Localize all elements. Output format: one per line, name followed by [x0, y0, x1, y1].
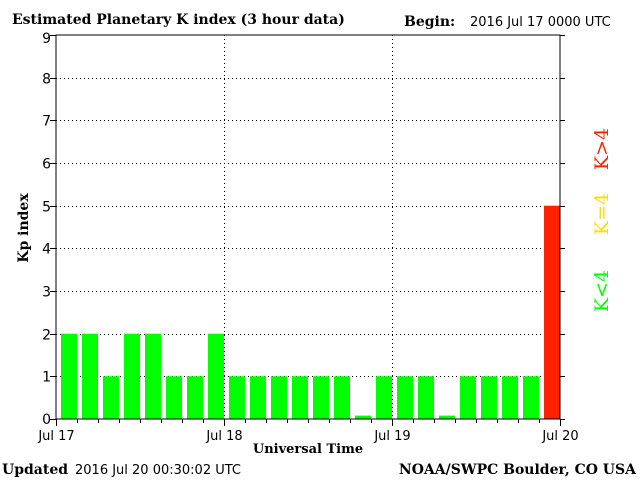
kp-bar	[82, 333, 98, 419]
kp-bar	[229, 376, 245, 419]
kp-bar	[460, 376, 476, 419]
legend-k-equal-4: K=4	[591, 193, 613, 235]
y-tick-label: 0	[42, 412, 51, 428]
kp-bar	[166, 376, 182, 419]
kp-bar	[124, 333, 140, 419]
updated-value: 2016 Jul 20 00:30:02 UTC	[75, 463, 241, 478]
x-tick-label: Jul 19	[373, 429, 410, 444]
kp-bar	[481, 376, 497, 419]
kp-bar	[145, 333, 161, 419]
kp-bar	[313, 376, 329, 419]
y-tick-label: 1	[42, 370, 51, 386]
kp-bar	[355, 415, 371, 419]
kp-bar	[208, 333, 224, 419]
x-tick-label: Jul 20	[541, 429, 578, 444]
updated-label: Updated	[2, 462, 68, 478]
y-tick-label: 6	[42, 157, 51, 173]
bar-series	[61, 205, 560, 419]
y-tick-label: 2	[42, 328, 51, 344]
kp-bar	[376, 376, 392, 419]
kp-bar	[502, 376, 518, 419]
kp-bar	[103, 376, 119, 419]
x-axis-title: Universal Time	[253, 442, 363, 457]
x-tick-label: Jul 17	[37, 429, 74, 444]
y-tick-label: 4	[42, 242, 51, 258]
y-tick-label: 9	[42, 31, 51, 47]
kp-bar	[523, 376, 539, 419]
begin-value: 2016 Jul 17 0000 UTC	[470, 15, 611, 30]
x-tick-label: Jul 18	[205, 429, 242, 444]
y-axis-title: Kp index	[16, 193, 32, 263]
begin-label: Begin:	[404, 14, 455, 30]
source-credit: NOAA/SWPC Boulder, CO USA	[399, 462, 637, 478]
kp-bar	[187, 376, 203, 419]
y-tick-label: 5	[42, 200, 51, 216]
x-axis: Jul 17 Jul 18 Jul 19 Jul 20	[37, 419, 579, 444]
y-axis: 0 1 2 3 4 5 6 7 8 9	[42, 31, 565, 428]
kp-bar	[439, 415, 455, 419]
kp-bar	[250, 376, 266, 419]
y-tick-label: 8	[42, 72, 51, 88]
chart-title: Estimated Planetary K index (3 hour data…	[12, 12, 345, 28]
kp-bar	[334, 376, 350, 419]
legend-k-below-4: K<4	[591, 270, 613, 312]
kp-bar	[544, 205, 560, 419]
y-tick-label: 3	[42, 285, 51, 301]
kp-bar	[292, 376, 308, 419]
kp-bar	[271, 376, 287, 419]
y-tick-label: 7	[42, 114, 51, 130]
kp-bar	[61, 333, 77, 419]
legend-k-above-4: K>4	[591, 128, 613, 170]
kp-bar	[418, 376, 434, 419]
kp-bar	[397, 376, 413, 419]
